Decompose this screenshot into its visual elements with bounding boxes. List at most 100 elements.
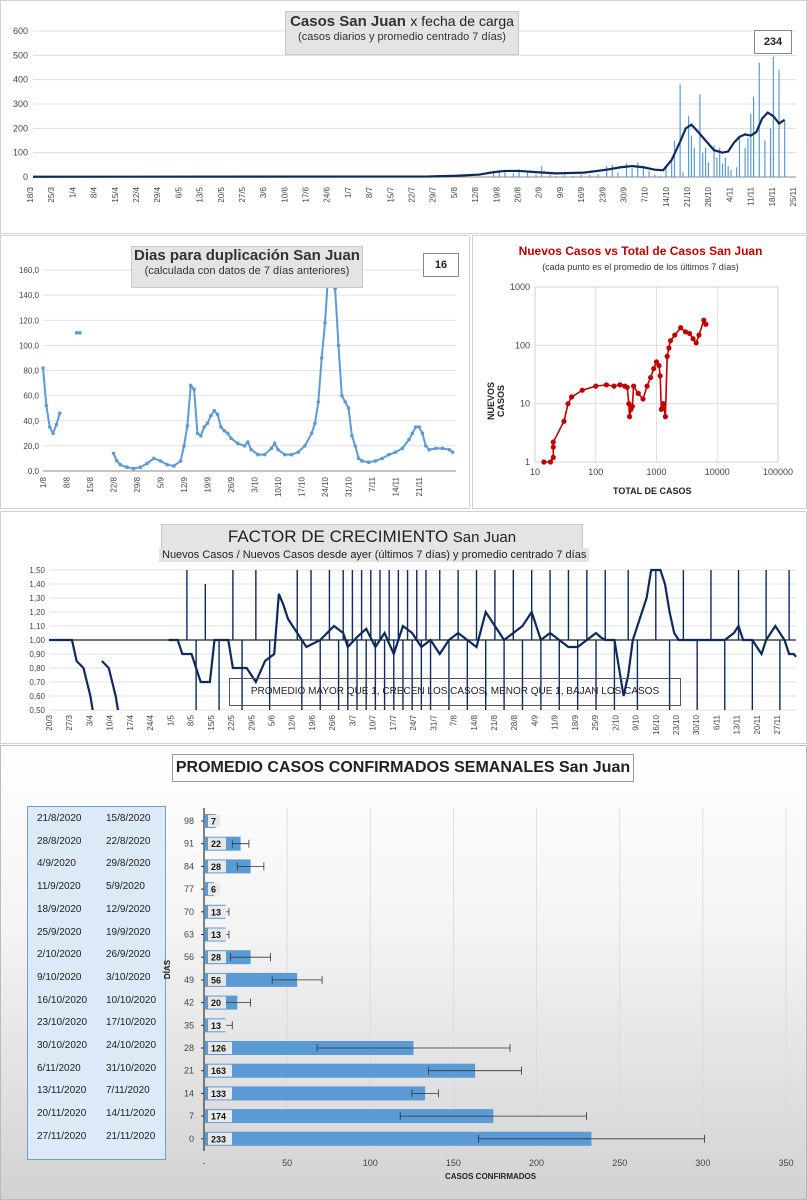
doubling-days-point [182,444,186,448]
doubling-days-point [242,444,247,448]
new-vs-total-point [541,459,547,465]
data-label: 133 [211,1089,226,1099]
data-label: 7 [211,817,216,827]
doubling-days-point [323,320,327,325]
week-range-row: 18/9/2020 12/9/2020 [28,900,165,922]
new-vs-total-point [690,336,696,342]
doubling-days-point [219,425,223,429]
daily-case-bar [572,175,574,177]
x-tick-label: 24/7 [409,714,418,730]
x-tick-label: 250 [612,1158,627,1168]
week-end-date: 16/10/2020 [37,994,88,1006]
new-vs-total-point [660,401,667,407]
x-tick-label: 13/11 [733,714,742,734]
doubling-days-point [74,331,79,335]
doubling-days-point [249,447,253,452]
data-label: 28 [211,862,221,872]
y-tick-label: 1,00 [29,636,45,645]
data-label-background [208,996,226,1009]
x-tick-label: 4/9 [530,714,539,726]
week-start-date: 14/11/2020 [106,1108,156,1120]
new-vs-total-point [626,414,633,420]
new-vs-total-point [635,390,641,396]
doubling-days-point [413,425,418,429]
data-label-background [208,973,226,986]
week-range-row: 4/9/2020 29/8/2020 [28,854,165,876]
y-tick-label: 200 [13,123,28,133]
data-label-background [208,928,226,941]
y-tick-label: 0 [189,1134,194,1144]
daily-case-bar [784,121,786,177]
data-label: 174 [211,1112,226,1122]
daily-case-bar [702,152,704,177]
weekly-average-bar [205,972,298,987]
data-label-background [208,1132,232,1145]
daily-case-bar [719,147,721,177]
x-tick-label: 21/10 [683,186,692,207]
y-tick-label: 1,10 [29,622,45,631]
x-tick-label: - [203,1158,206,1168]
doubling-days-point [115,459,119,463]
x-tick-label: 23/9 [598,186,607,202]
x-tick-label: 19/8 [492,186,501,202]
daily-case-bar [654,174,656,177]
x-tick-label: 16/10 [652,714,661,735]
week-end-date: 9/10/2020 [37,971,82,983]
week-range-row: 27/11/2020 21/11/2020 [28,1127,165,1149]
doubling-days-point [353,444,358,448]
week-start-date: 10/10/2020 [106,994,157,1006]
data-label: 233 [211,1134,226,1144]
y-tick-label: 300 [13,99,28,109]
doubling-days-point [158,459,163,463]
x-tick-label: 16/9 [577,186,586,202]
week-end-date: 25/9/2020 [37,926,82,938]
x-tick-label: 18/9 [571,714,580,730]
y-tick-label: 63 [184,930,194,940]
x-tick-label: 15/5 [207,714,216,730]
y-tick-label: 56 [184,952,194,962]
doubling-days-point [195,431,200,436]
doubling-days-point [235,441,240,446]
daily-case-bar [589,175,591,177]
doubling-days-point [145,461,149,466]
new-vs-total-point [656,362,662,369]
x-tick-label: 10 [530,467,540,477]
weekly-average-bar [205,1109,494,1124]
doubling-days-point [51,431,55,436]
daily-cases-chart-panel: 0 100 200 300 400 500 600 18/3 25/3 1/4 8/4 15/4 22/… [0,0,807,234]
y-tick-label: 98 [184,816,194,826]
week-range-row: 6/11/2020 31/10/2020 [28,1059,165,1081]
y-tick-label: 1 [525,457,530,467]
x-tick-label: 9/9 [556,186,565,198]
x-tick-label: 350 [778,1158,793,1168]
x-tick-label: 2/9 [535,186,544,198]
doubling-days-title: Dias para duplicación San Juan [134,247,360,264]
x-tick-label: 24/4 [146,714,155,730]
week-start-date: 7/11/2020 [106,1085,150,1097]
doubling-days-point [172,464,176,468]
daily-case-bar [665,167,667,177]
x-tick-label: 10/4 [106,714,115,730]
growth-factor-chart: 0,50 0,60 0,70 0,80 0,90 1,00 1,10 1,20 1,30 1,40… [29,566,797,735]
x-tick-label: 6/5 [174,186,183,198]
daily-case-bar [563,175,565,177]
doubling-days-point [246,440,250,444]
new-vs-total-line [543,318,707,463]
week-range-row: 28/8/2020 22/8/2020 [28,832,165,854]
x-tick-label: 29/8 [133,476,142,492]
daily-case-bar [606,166,608,177]
y-tick-label: 60,0 [23,392,39,401]
y-tick-label: 100 [13,148,28,158]
x-tick-label: 27/11 [773,714,782,734]
daily-case-bar [637,162,639,177]
week-start-date: 21/11/2020 [106,1130,156,1142]
x-tick-label: 21/11 [415,476,424,496]
week-end-date: 28/8/2020 [37,835,82,847]
doubling-days-point [41,366,45,370]
doubling-days-point [309,431,314,436]
doubling-days-point [360,459,364,463]
doubling-days-point [387,452,391,457]
daily-case-bar [758,62,760,178]
y-tick-label: 100 [515,340,530,350]
